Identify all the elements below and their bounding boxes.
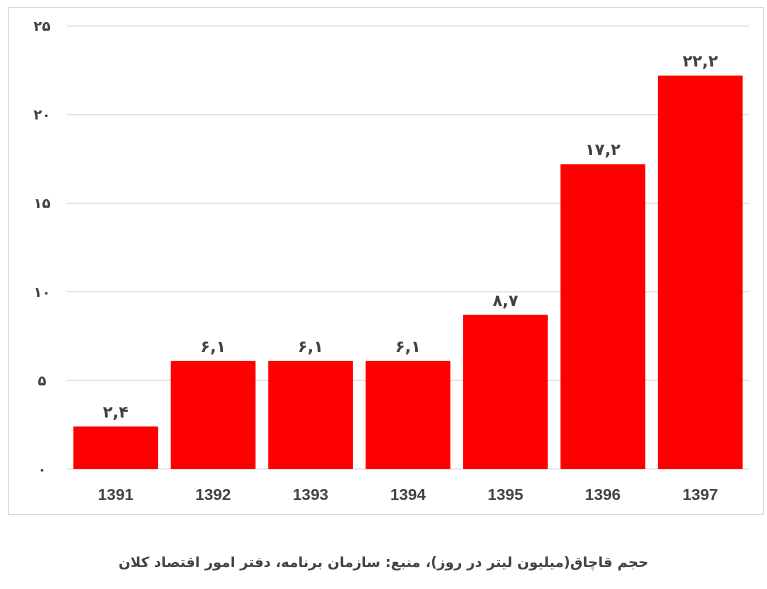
y-tick-label: ۱۰ — [33, 285, 50, 301]
bar — [657, 75, 743, 469]
chart-caption: حجم قاچاق(میلیون لیتر در روز)، منبع: ساز… — [118, 555, 649, 571]
data-label: ۶,۱ — [298, 337, 324, 356]
x-tick-label: 1395 — [488, 487, 524, 504]
y-tick-label: ۲۰ — [33, 108, 50, 124]
x-tick-label: 1394 — [390, 487, 426, 504]
x-tick-label: 1391 — [98, 487, 134, 504]
x-tick-label: 1397 — [682, 487, 718, 504]
bar — [560, 164, 646, 469]
x-tick-label: 1392 — [195, 487, 231, 504]
data-labels: ۲,۴ ۶,۱ ۶,۱ ۶,۱ ۸,۷ ۱۷,۲ ۲۲,۲ — [103, 52, 718, 422]
bar — [463, 314, 548, 469]
data-label: ۶,۱ — [200, 337, 226, 356]
bar — [365, 360, 451, 469]
data-label: ۲,۴ — [103, 402, 129, 421]
data-label: ۸,۷ — [493, 291, 519, 310]
y-axis-ticks: ۰ ۵ ۱۰ ۱۵ ۲۰ ۲۵ — [33, 19, 51, 478]
bar — [268, 360, 353, 469]
x-tick-label: 1396 — [585, 487, 621, 504]
data-label: ۱۷,۲ — [585, 140, 621, 159]
y-tick-label: ۱۵ — [33, 196, 51, 212]
y-tick-label: ۰ — [38, 462, 47, 478]
bars — [73, 75, 743, 469]
data-label: ۲۲,۲ — [683, 52, 719, 71]
bar — [73, 426, 159, 469]
y-tick-label: ۵ — [38, 373, 47, 389]
x-axis-ticks: 1391 1392 1393 1394 1395 1396 1397 — [98, 487, 718, 504]
x-tick-label: 1393 — [293, 487, 329, 504]
y-tick-label: ۲۵ — [33, 19, 51, 35]
bar — [170, 360, 256, 469]
data-label: ۶,۱ — [395, 337, 421, 356]
